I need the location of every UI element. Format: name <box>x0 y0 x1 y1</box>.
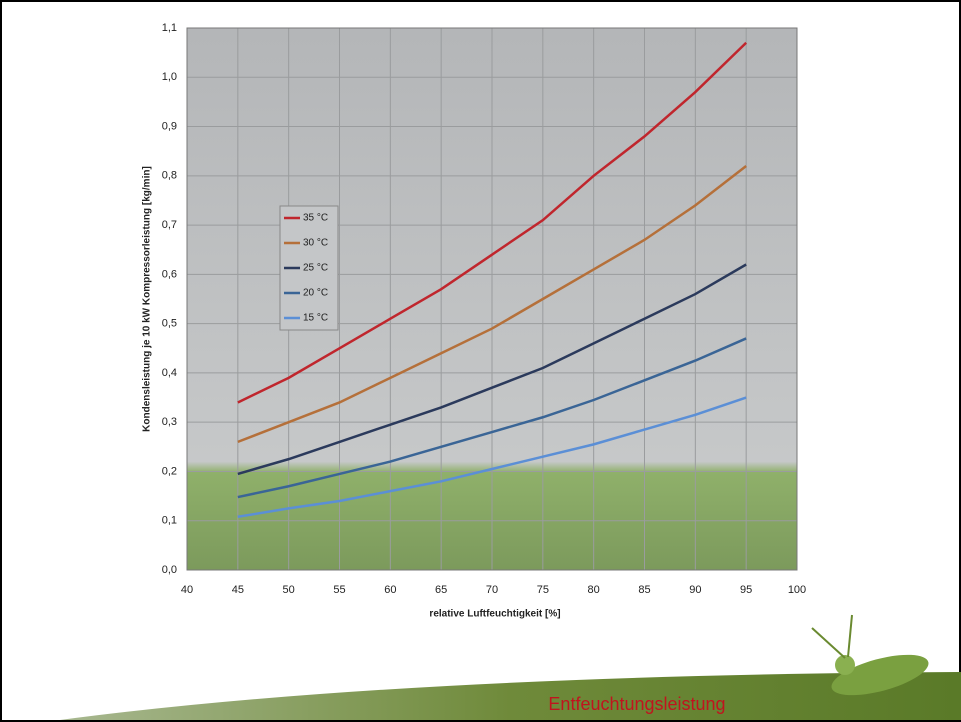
y-tick-label: 0,7 <box>162 219 177 231</box>
series-line <box>237 263 747 476</box>
x-tick-label: 70 <box>486 584 498 596</box>
y-tick-label: 1,1 <box>162 22 177 34</box>
x-tick-label: 85 <box>638 584 650 596</box>
x-tick-label: 65 <box>435 584 447 596</box>
y-tick-label: 1,0 <box>162 71 177 83</box>
x-tick-label: 90 <box>689 584 701 596</box>
y-tick-label: 0,9 <box>162 120 177 132</box>
x-tick-label: 45 <box>232 584 244 596</box>
series-line <box>237 41 748 404</box>
legend-label: 25 °C <box>303 263 328 274</box>
x-tick-label: 100 <box>788 584 806 596</box>
x-tick-label: 50 <box>283 584 295 596</box>
y-axis-title: Kondensleistung je 10 kW Kompressorleist… <box>142 166 153 432</box>
y-tick-label: 0,6 <box>162 268 177 280</box>
series-line <box>237 396 747 519</box>
series-line <box>237 337 747 499</box>
plot-border <box>186 27 798 571</box>
x-axis-title: relative Luftfeuchtigkeit [%] <box>429 609 560 620</box>
y-tick-label: 0,1 <box>162 515 177 527</box>
legend-label: 35 °C <box>303 213 328 224</box>
y-tick-label: 0,3 <box>162 416 177 428</box>
y-tick-label: 0,8 <box>162 170 177 182</box>
x-tick-label: 75 <box>537 584 549 596</box>
x-tick-label: 80 <box>588 584 600 596</box>
hill-decoration <box>60 672 961 720</box>
x-tick-label: 55 <box>333 584 345 596</box>
y-tick-label: 0,5 <box>162 318 177 330</box>
x-tick-label: 95 <box>740 584 752 596</box>
y-tick-label: 0,4 <box>162 367 177 379</box>
series-line <box>237 164 747 444</box>
x-tick-label: 60 <box>384 584 396 596</box>
y-tick-label: 0,2 <box>162 465 177 477</box>
slide-title: Entfeuchtungsleistung <box>548 694 725 714</box>
y-tick-label: 0,0 <box>162 564 177 576</box>
legend-label: 20 °C <box>303 288 328 299</box>
legend-label: 30 °C <box>303 238 328 249</box>
grasshopper-decoration <box>811 614 929 696</box>
x-tick-label: 40 <box>181 584 193 596</box>
legend-label: 15 °C <box>303 313 328 324</box>
